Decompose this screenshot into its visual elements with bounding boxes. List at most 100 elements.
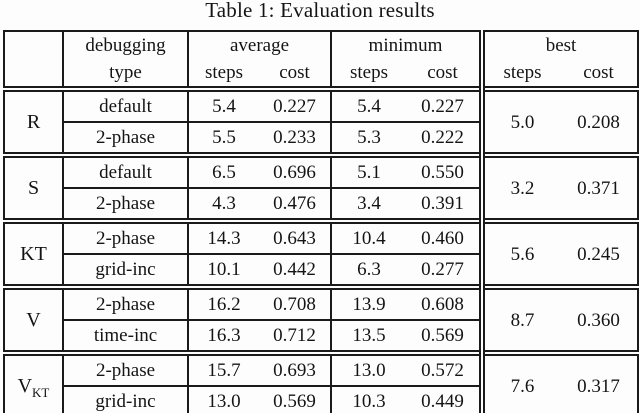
header-group-minimum: minimum [331,31,485,59]
cell-best-cost: 0.371 [560,152,639,221]
cell-minimum-cost: 0.277 [406,254,485,287]
table-row: grid-inc 10.1 0.442 6.3 0.277 [4,254,638,287]
cell-debugging-type: time-inc [63,320,189,353]
cell-minimum-steps: 13.5 [352,325,386,346]
cell-minimum-steps: 10.3 [352,391,386,412]
group-label: V [4,284,64,353]
table-caption: Table 1: Evaluation results [205,0,435,22]
group-KT: KT 2-phase 14.3 0.643 10.4 0.460 5.6 0.2… [4,218,639,287]
group-label: KT [4,218,64,287]
cell-best-cost: 0.317 [560,350,639,413]
cell-average-steps: 5.5 [212,127,236,148]
cell-minimum-steps: 6.3 [357,259,381,280]
group-VKT: VKT 2-phase 15.7 0.693 13.0 0.572 7.6 0.… [4,350,639,413]
header-group-best: best [545,35,577,56]
cell-minimum-steps: 13.0 [331,350,406,387]
table-row: 2-phase 4.3 0.476 3.4 0.391 [4,188,638,221]
group-label-main: S [27,176,40,199]
group-label: S [4,152,64,221]
cell-average-steps: 10.1 [207,259,241,280]
evaluation-table: debugging type average minimum best step… [3,30,640,413]
cell-average-cost: 0.696 [259,152,332,189]
group-label-main: KT [20,242,47,265]
table-row: grid-inc 13.0 0.569 10.3 0.449 [4,386,638,413]
cell-minimum-cost: 0.391 [406,188,485,221]
cell-minimum-steps: 3.4 [357,193,381,214]
cell-average-cost: 0.233 [259,122,332,155]
cell-minimum-cost: 0.227 [406,86,485,123]
cell-minimum-cost: 0.569 [406,320,485,353]
cell-minimum-steps: 5.1 [331,152,406,189]
header-best-cost: cost [583,62,614,83]
cell-average-cost: 0.227 [259,86,332,123]
cell-minimum-cost: 0.550 [406,152,485,189]
cell-debugging-type: grid-inc [63,386,189,413]
group-label: R [4,86,64,155]
group-label: VKT [4,350,64,413]
cell-average-cost: 0.708 [259,284,332,321]
cell-average-steps: 6.5 [188,152,259,189]
cell-average-cost: 0.693 [259,350,332,387]
cell-debugging-type: default [63,86,189,123]
header-group-average: average [188,31,332,59]
cell-best-steps: 5.6 [482,218,560,287]
cell-best-steps: 8.7 [482,284,560,353]
group-label-main: V [17,374,33,397]
cell-minimum-cost: 0.608 [406,284,485,321]
cell-average-steps: 16.2 [188,284,259,321]
cell-best-cost: 0.208 [560,86,639,155]
cell-best-steps: 5.0 [482,86,560,155]
cell-average-cost: 0.643 [259,218,332,255]
cell-debugging-type: 2-phase [63,284,189,321]
cell-debugging-type: 2-phase [63,350,189,387]
cell-average-cost: 0.442 [259,254,332,287]
cell-average-steps: 5.4 [188,86,259,123]
group-R: R default 5.4 0.227 5.4 0.227 5.0 0.208 … [4,86,639,155]
cell-debugging-type: grid-inc [63,254,189,287]
header-average-cost: cost [259,59,332,89]
group-label-main: R [26,110,41,133]
cell-minimum-steps: 10.4 [331,218,406,255]
cell-debugging-type: 2-phase [63,188,189,221]
cell-debugging-type: 2-phase [63,122,189,155]
header-debugging-type: debugging type [63,31,189,89]
cell-average-steps: 16.3 [207,325,241,346]
cell-best-cost: 0.245 [560,218,639,287]
header-debugging-line1: debugging [85,35,166,56]
group-S: S default 6.5 0.696 5.1 0.550 3.2 0.371 … [4,152,639,221]
table-row: S default 6.5 0.696 5.1 0.550 3.2 0.371 [4,152,639,221]
header-corner-cell [4,31,64,89]
table-row: time-inc 16.3 0.712 13.5 0.569 [4,320,638,353]
cell-average-cost: 0.569 [259,386,332,413]
group-label-main: V [26,308,41,331]
cell-minimum-cost: 0.449 [406,386,485,413]
header-minimum-cost: cost [406,59,485,89]
cell-minimum-steps: 5.3 [357,127,381,148]
table-header: debugging type average minimum best step… [4,31,638,89]
cell-best-cost: 0.360 [560,284,639,353]
table-row: R default 5.4 0.227 5.4 0.227 5.0 0.208 [4,86,639,155]
header-average-steps: steps [205,62,243,83]
cell-average-cost: 0.712 [259,320,332,353]
table-row: VKT 2-phase 15.7 0.693 13.0 0.572 7.6 0.… [4,350,639,413]
group-label-subscript: KT [32,384,50,400]
cell-average-steps: 4.3 [212,193,236,214]
cell-best-steps: 7.6 [482,350,560,413]
cell-average-steps: 15.7 [188,350,259,387]
table-row: V 2-phase 16.2 0.708 13.9 0.608 8.7 0.36… [4,284,639,353]
cell-average-cost: 0.476 [259,188,332,221]
cell-best-steps: 3.2 [482,152,560,221]
header-minimum-steps: steps [350,62,388,83]
table-row: 2-phase 5.5 0.233 5.3 0.222 [4,122,638,155]
group-V: V 2-phase 16.2 0.708 13.9 0.608 8.7 0.36… [4,284,639,353]
cell-debugging-type: default [63,152,189,189]
cell-average-steps: 13.0 [207,391,241,412]
cell-minimum-steps: 13.9 [331,284,406,321]
cell-minimum-steps: 5.4 [331,86,406,123]
cell-minimum-cost: 0.222 [406,122,485,155]
header-debugging-line2: type [109,62,142,83]
cell-average-steps: 14.3 [188,218,259,255]
cell-minimum-cost: 0.572 [406,350,485,387]
table-row: KT 2-phase 14.3 0.643 10.4 0.460 5.6 0.2… [4,218,639,287]
